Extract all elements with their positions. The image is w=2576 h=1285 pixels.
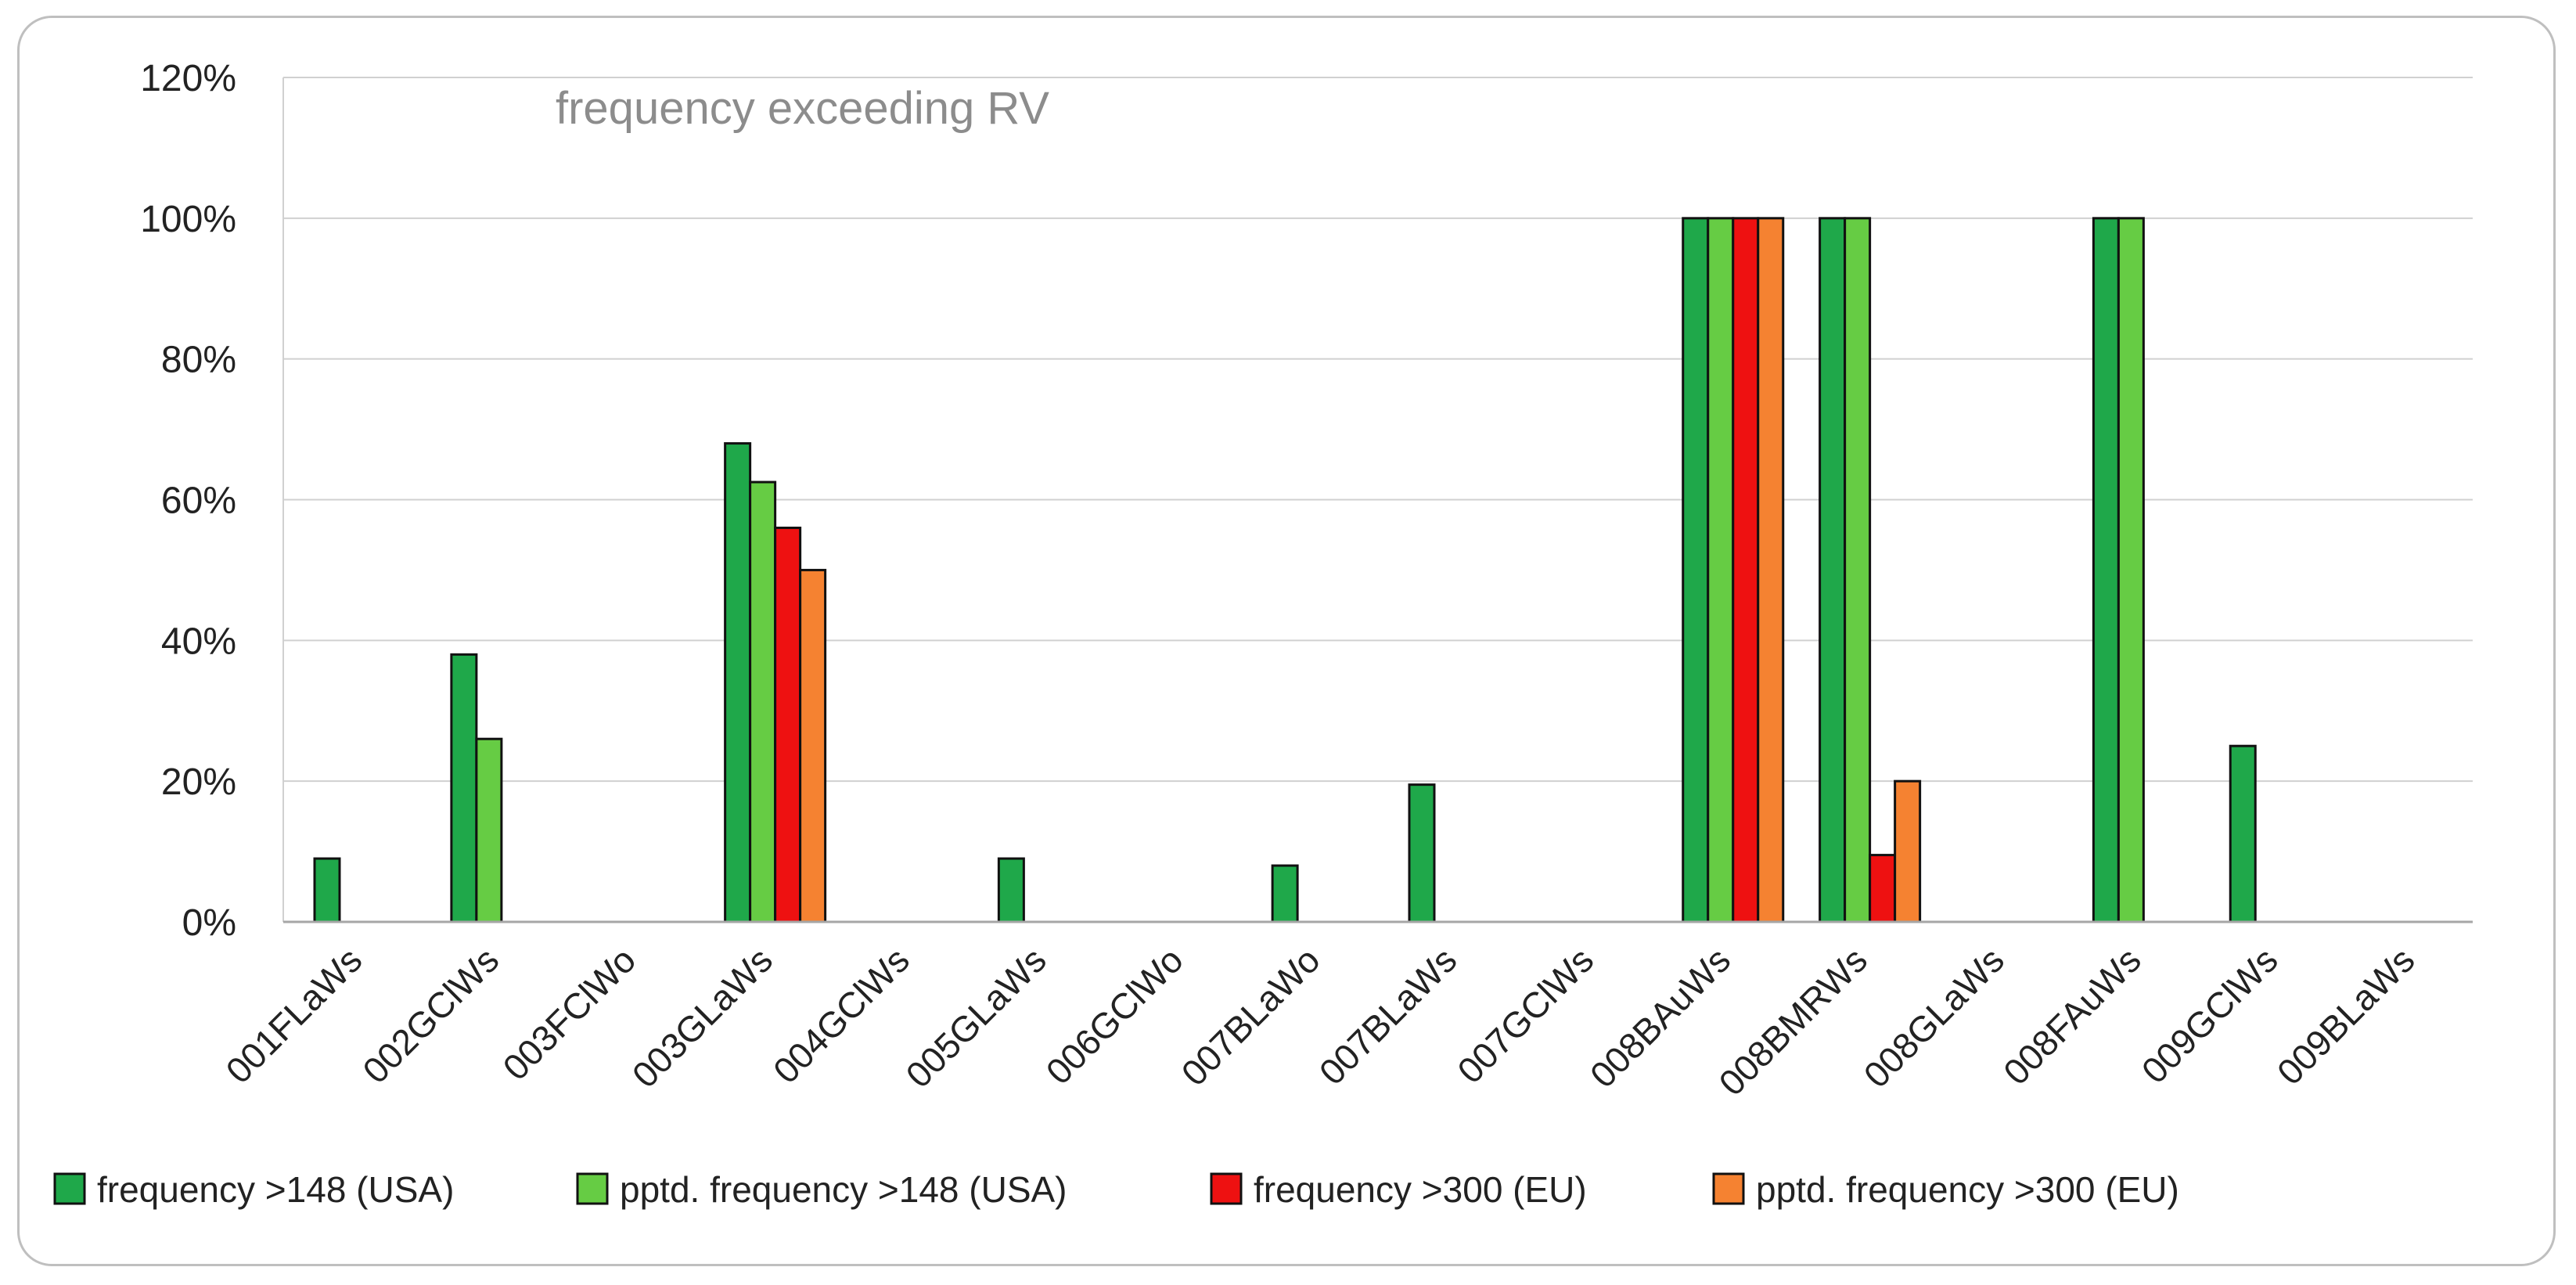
bar <box>2117 217 2145 923</box>
x-tick-label: 008BMRWs <box>1711 939 1875 1103</box>
bar <box>1757 217 1785 923</box>
legend-swatch <box>576 1172 609 1205</box>
legend-label: frequency >148 (USA) <box>97 1169 454 1210</box>
y-tick-label: 120% <box>140 58 236 99</box>
y-tick-label: 40% <box>161 621 236 662</box>
bar <box>799 568 827 923</box>
bar <box>1869 854 1897 923</box>
legend-swatch <box>1210 1172 1243 1205</box>
x-tick-label: 003FClWo <box>495 939 643 1088</box>
x-tick-label: 009BLaWs <box>2269 939 2423 1092</box>
x-tick-label: 001FLaWs <box>218 939 369 1091</box>
x-tick-label: 006GClWo <box>1038 939 1190 1092</box>
legend-label: pptd. frequency >300 (EU) <box>1756 1169 2179 1210</box>
chart-title: frequency exceeding RV <box>556 83 1049 134</box>
y-tick-label: 60% <box>161 481 236 522</box>
x-tick-label: 008FAuWs <box>1995 939 2149 1092</box>
bar <box>774 526 802 923</box>
bar <box>2229 744 2257 923</box>
y-tick-label: 100% <box>140 199 236 240</box>
x-tick-label: 002GClWs <box>354 939 506 1091</box>
bar <box>1819 217 1847 923</box>
bar <box>450 653 478 923</box>
bar <box>1271 864 1299 923</box>
bar <box>313 857 341 923</box>
x-tick-label: 007BLaWo <box>1174 939 1328 1093</box>
bar <box>1682 217 1710 923</box>
legend: frequency >148 (USA) pptd. frequency >148… <box>53 1169 2179 1210</box>
bars <box>313 217 2257 923</box>
x-axis-category-labels: 001FLaWs002GClWs003FClWo003GLaWs004GClWs… <box>218 939 2422 1103</box>
y-tick-label: 20% <box>161 761 236 803</box>
bar <box>1707 217 1735 923</box>
y-tick-label: 80% <box>161 340 236 381</box>
legend-swatch <box>1712 1172 1745 1205</box>
bar <box>724 442 752 923</box>
bar <box>2092 217 2120 923</box>
bar <box>749 481 777 923</box>
x-tick-label: 007GClWs <box>1449 939 1601 1091</box>
x-tick-label: 003GLaWs <box>624 939 780 1095</box>
x-tick-label: 008GLaWs <box>1856 939 2012 1095</box>
y-axis-tick-labels: 0% 20% 40% 60% 80% 100% 120% <box>140 58 236 944</box>
x-tick-label: 009GClWs <box>2134 939 2286 1091</box>
legend-label: frequency >300 (EU) <box>1254 1169 1587 1210</box>
bar <box>1732 217 1760 923</box>
legend-swatch <box>53 1172 86 1205</box>
bar <box>1844 217 1872 923</box>
bar <box>1894 779 1922 923</box>
legend-label: pptd. frequency >148 (USA) <box>620 1169 1067 1210</box>
x-tick-label: 005GLaWs <box>898 939 1053 1095</box>
x-tick-label: 007BLaWs <box>1311 939 1465 1092</box>
y-tick-label: 0% <box>182 902 236 944</box>
bar <box>1408 783 1436 923</box>
x-tick-label: 004GClWs <box>765 939 917 1091</box>
bar <box>475 737 503 923</box>
bar <box>997 857 1025 923</box>
